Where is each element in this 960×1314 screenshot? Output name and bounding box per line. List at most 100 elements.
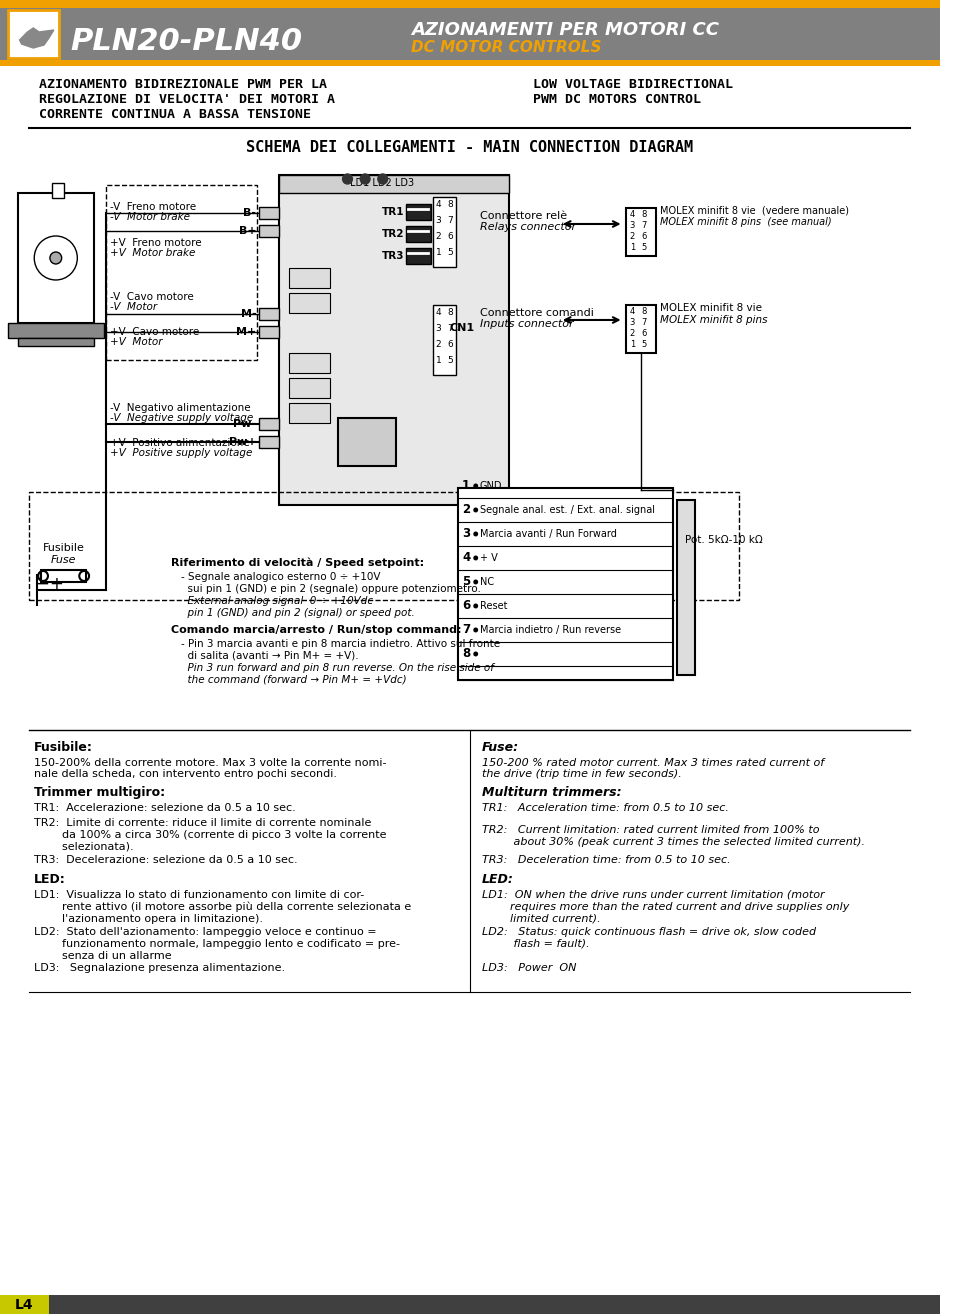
Bar (678, 499, 695, 675)
Text: 4: 4 (630, 307, 635, 317)
Text: Pw-: Pw- (233, 419, 256, 428)
Text: 1: 1 (462, 480, 470, 493)
Text: TR1:   Acceleration time: from 0.5 to 10 sec.: TR1: Acceleration time: from 0.5 to 10 s… (482, 803, 729, 813)
Text: 150-200% della corrente motore. Max 3 volte la corrente nomi-: 150-200% della corrente motore. Max 3 vo… (35, 758, 387, 767)
Text: PWM DC MOTORS CONTROL: PWM DC MOTORS CONTROL (534, 93, 702, 106)
Text: -V  Motor brake: -V Motor brake (109, 212, 190, 222)
Text: TR1: TR1 (382, 208, 404, 217)
Bar (433, 305, 456, 374)
Text: rente attivo (il motore assorbe più della corrente selezionata e: rente attivo (il motore assorbe più dell… (35, 901, 412, 912)
Circle shape (473, 579, 478, 585)
Text: l'azionamento opera in limitazione).: l'azionamento opera in limitazione). (35, 915, 263, 924)
Text: Reset: Reset (480, 600, 507, 611)
Text: TR3:   Deceleration time: from 0.5 to 10 sec.: TR3: Deceleration time: from 0.5 to 10 s… (482, 855, 731, 865)
Text: M-: M- (241, 309, 256, 319)
Text: 4: 4 (436, 309, 442, 318)
Text: LD2:  Stato dell'azionamento: lampeggio veloce e continuo =: LD2: Stato dell'azionamento: lampeggio v… (35, 926, 377, 937)
Text: 5: 5 (462, 576, 470, 589)
Text: Inputs connector: Inputs connector (480, 319, 573, 328)
Circle shape (473, 531, 478, 536)
Text: 5: 5 (447, 356, 453, 365)
Text: MOLEX minifit 8 pins: MOLEX minifit 8 pins (660, 315, 767, 325)
Text: nale della scheda, con intervento entro pochi secondi.: nale della scheda, con intervento entro … (35, 769, 337, 779)
Text: 6: 6 (447, 233, 453, 242)
Text: 7: 7 (447, 217, 453, 226)
Text: 3: 3 (436, 325, 442, 334)
Bar (627, 305, 656, 353)
Bar (0, 1294, 49, 1314)
Text: Fuse:: Fuse: (482, 741, 518, 754)
Text: sui pin 1 (GND) e pin 2 (segnale) oppure potenziometro.: sui pin 1 (GND) e pin 2 (segnale) oppure… (181, 583, 481, 594)
Text: −: − (36, 576, 49, 593)
Text: -V  Cavo motore: -V Cavo motore (109, 292, 193, 302)
Bar (259, 225, 279, 237)
Text: 150-200 % rated motor current. Max 3 times rated current of: 150-200 % rated motor current. Max 3 tim… (482, 758, 824, 767)
Bar (289, 268, 330, 288)
Text: Multiturn trimmers:: Multiturn trimmers: (482, 787, 621, 799)
Text: da 100% a circa 30% (corrente di picco 3 volte la corrente: da 100% a circa 30% (corrente di picco 3… (35, 830, 387, 840)
Bar (289, 378, 330, 398)
Text: L4: L4 (15, 1298, 34, 1311)
Bar (289, 403, 330, 423)
Text: Pin 3 run forward and pin 8 run reverse. On the rise side of: Pin 3 run forward and pin 8 run reverse.… (181, 664, 494, 673)
Bar (17, 338, 94, 346)
Bar (406, 226, 431, 242)
Text: 7: 7 (641, 222, 647, 230)
Text: -V  Negativo alimentazione: -V Negativo alimentazione (109, 403, 251, 413)
Text: Riferimento di velocità / Speed setpoint:: Riferimento di velocità / Speed setpoint… (171, 557, 424, 568)
Text: 7: 7 (641, 318, 647, 327)
Text: 8: 8 (447, 309, 453, 318)
Text: Connettore comandi: Connettore comandi (480, 307, 593, 318)
Text: -V  Negative supply voltage: -V Negative supply voltage (109, 413, 252, 423)
Text: LED:: LED: (35, 874, 66, 887)
Text: 3: 3 (436, 217, 442, 226)
Text: LOW VOLTAGE BIDIRECTIONAL: LOW VOLTAGE BIDIRECTIONAL (534, 79, 733, 92)
Text: MOLEX minifit 8 vie  (vedere manuale): MOLEX minifit 8 vie (vedere manuale) (660, 206, 849, 215)
Bar (279, 175, 509, 193)
Text: TR1:  Accelerazione: selezione da 0.5 a 10 sec.: TR1: Accelerazione: selezione da 0.5 a 1… (35, 803, 296, 813)
Text: GND: GND (480, 481, 502, 491)
Bar (259, 326, 279, 338)
Text: 2: 2 (630, 330, 635, 339)
Text: +V  Motor brake: +V Motor brake (109, 248, 195, 258)
Text: 4: 4 (630, 210, 635, 219)
Text: +V  Positive supply voltage: +V Positive supply voltage (109, 448, 252, 459)
Text: 2: 2 (436, 233, 442, 242)
Polygon shape (19, 28, 54, 49)
Circle shape (473, 652, 478, 657)
Bar (259, 436, 279, 448)
Text: Connettore relè: Connettore relè (480, 212, 566, 221)
Text: + V: + V (480, 553, 497, 562)
Bar (17, 193, 94, 323)
Text: limited current).: limited current). (482, 915, 600, 924)
Text: LD1 LD2 LD3: LD1 LD2 LD3 (349, 177, 414, 188)
Bar (406, 204, 431, 219)
Bar (433, 197, 456, 267)
Text: MOLEX minifit 8 pins  (see manual): MOLEX minifit 8 pins (see manual) (660, 217, 831, 227)
Text: 7: 7 (462, 623, 470, 636)
Text: Marcia avanti / Run Forward: Marcia avanti / Run Forward (480, 530, 616, 539)
Text: flash = fault).: flash = fault). (482, 940, 589, 949)
Text: TR3:  Decelerazione: selezione da 0.5 a 10 sec.: TR3: Decelerazione: selezione da 0.5 a 1… (35, 855, 298, 865)
Text: Pw+: Pw+ (228, 438, 256, 447)
Text: 1: 1 (436, 356, 442, 365)
Text: LD1:  Visualizza lo stato di funzionamento con limite di cor-: LD1: Visualizza lo stato di funzionament… (35, 890, 365, 900)
Text: 8: 8 (641, 307, 647, 317)
Text: AZIONAMENTO BIDIREZIONALE PWM PER LA: AZIONAMENTO BIDIREZIONALE PWM PER LA (39, 79, 327, 92)
Bar (106, 185, 257, 360)
Text: Fusibile: Fusibile (42, 543, 84, 553)
Circle shape (343, 173, 352, 184)
Text: +V  Freno motore: +V Freno motore (109, 238, 202, 248)
Text: LD3:   Segnalazione presenza alimentazione.: LD3: Segnalazione presenza alimentazione… (35, 963, 285, 972)
Text: 6: 6 (641, 330, 647, 339)
Text: 1: 1 (436, 248, 442, 258)
Text: PLN20-PLN40: PLN20-PLN40 (70, 28, 302, 57)
Text: External analog signal  0 ÷ +10Vdc: External analog signal 0 ÷ +10Vdc (181, 597, 373, 606)
Bar (279, 175, 509, 505)
Bar (8, 11, 59, 58)
Bar (338, 418, 396, 466)
Text: 4: 4 (462, 552, 470, 565)
Text: 2: 2 (630, 233, 635, 242)
Circle shape (360, 173, 370, 184)
Text: 3: 3 (630, 222, 635, 230)
